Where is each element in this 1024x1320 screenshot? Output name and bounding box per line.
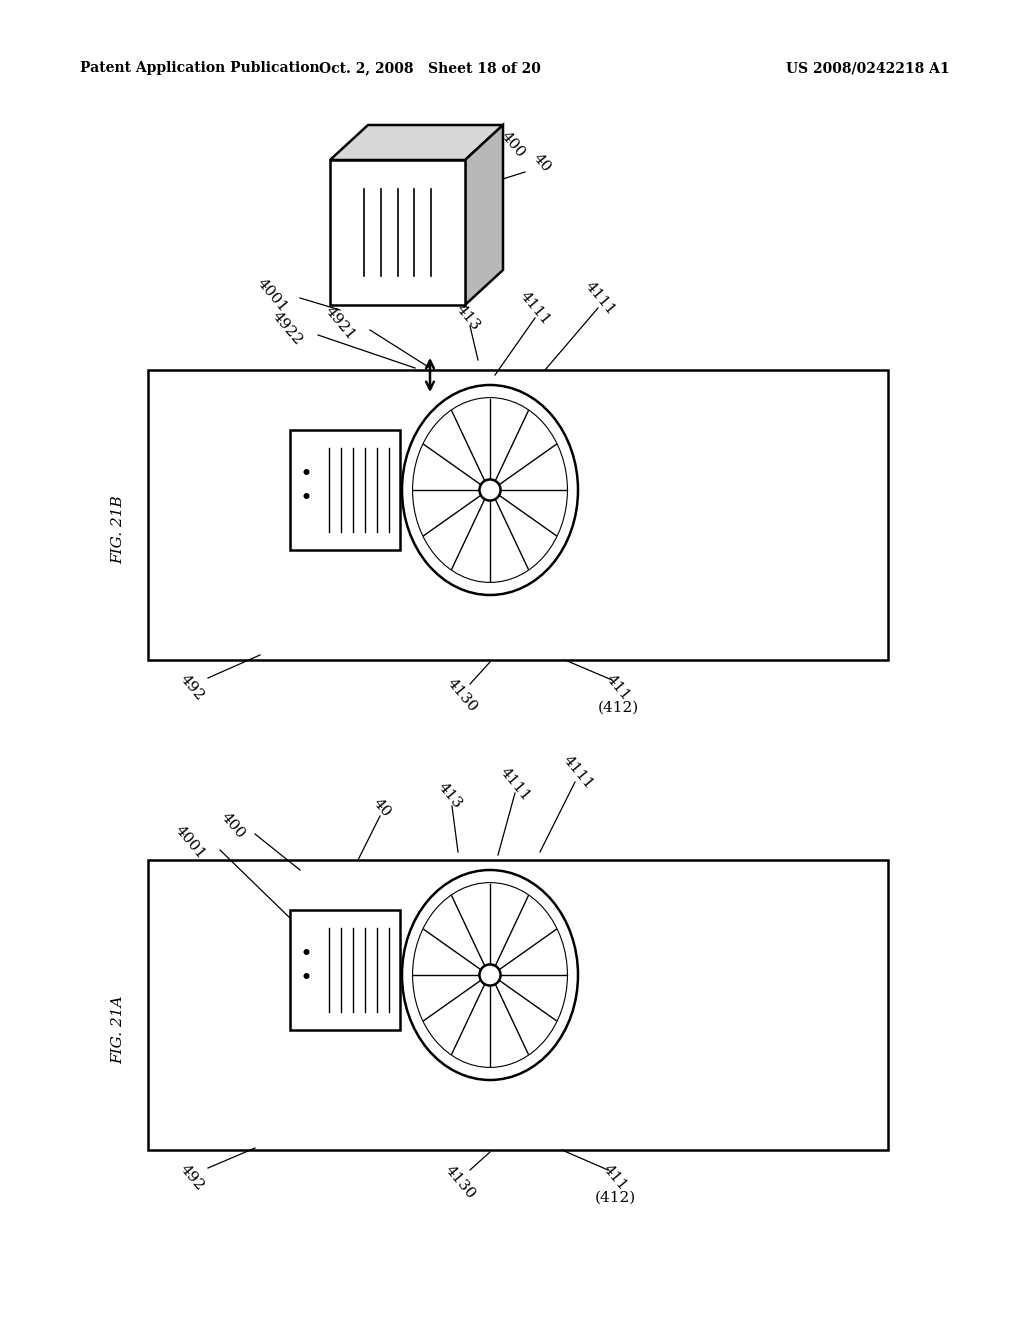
Bar <box>148 861 888 1150</box>
Text: Oct. 2, 2008   Sheet 18 of 20: Oct. 2, 2008 Sheet 18 of 20 <box>319 61 541 75</box>
Circle shape <box>303 492 309 499</box>
Ellipse shape <box>479 479 501 500</box>
Text: FIG. 21B: FIG. 21B <box>111 495 125 565</box>
Bar <box>290 430 400 550</box>
Text: 413: 413 <box>435 780 465 812</box>
Text: 4922: 4922 <box>269 309 305 347</box>
Text: (412): (412) <box>597 701 639 715</box>
Bar <box>148 370 888 660</box>
Polygon shape <box>330 125 503 160</box>
Circle shape <box>303 469 309 475</box>
Text: 4130: 4130 <box>444 676 480 714</box>
Text: 411: 411 <box>600 1163 630 1193</box>
Text: Patent Application Publication: Patent Application Publication <box>80 61 319 75</box>
Polygon shape <box>465 125 503 305</box>
Text: 492: 492 <box>177 672 207 704</box>
Bar <box>290 909 400 1030</box>
Text: (412): (412) <box>594 1191 636 1205</box>
Text: 400: 400 <box>218 810 248 842</box>
Text: 411: 411 <box>603 672 633 704</box>
Text: 4111: 4111 <box>497 764 532 804</box>
Text: 492: 492 <box>177 1163 207 1193</box>
Text: 4001: 4001 <box>172 822 208 862</box>
Text: 40: 40 <box>530 150 553 176</box>
Text: FIG. 21A: FIG. 21A <box>111 995 125 1064</box>
Text: 40: 40 <box>371 796 393 820</box>
Text: 4921: 4921 <box>323 304 358 342</box>
Bar <box>330 160 465 305</box>
Text: US 2008/0242218 A1: US 2008/0242218 A1 <box>786 61 950 75</box>
Text: 400: 400 <box>498 129 527 161</box>
Text: 413: 413 <box>454 302 482 334</box>
Text: 4130: 4130 <box>442 1163 478 1201</box>
Circle shape <box>303 949 309 954</box>
Circle shape <box>303 973 309 979</box>
Text: 4001: 4001 <box>254 276 290 314</box>
Ellipse shape <box>479 965 501 986</box>
Text: 4111: 4111 <box>517 289 553 327</box>
Text: 4111: 4111 <box>560 752 596 792</box>
Text: 4111: 4111 <box>582 279 617 317</box>
